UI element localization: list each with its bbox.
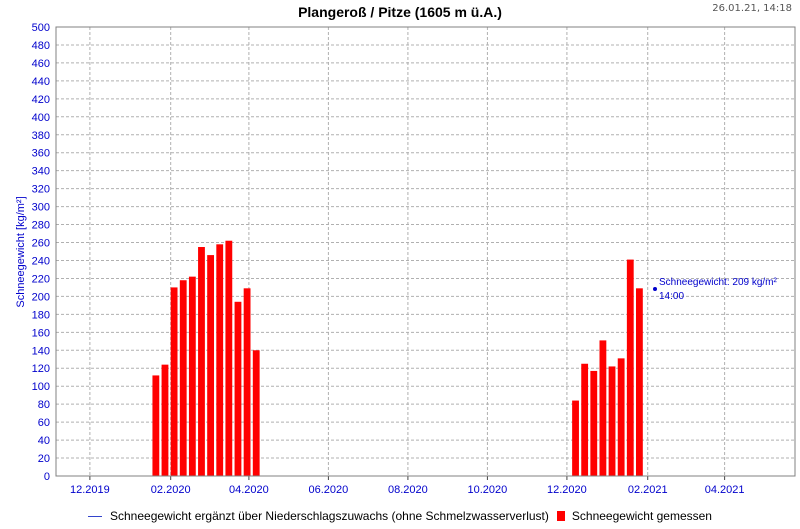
snow-weight-bar	[161, 364, 169, 476]
snow-weight-bar	[234, 301, 242, 476]
x-tick-label: 02.2021	[628, 484, 668, 496]
y-tick-label: 280	[32, 220, 50, 232]
x-tick-label: 06.2020	[309, 484, 349, 496]
y-tick-label: 360	[32, 148, 50, 160]
snow-weight-bar	[243, 288, 251, 476]
x-tick-label: 12.2020	[547, 484, 587, 496]
y-tick-label: 380	[32, 130, 50, 142]
y-tick-label: 480	[32, 40, 50, 52]
x-tick-label: 02.2020	[151, 484, 191, 496]
legend-line-label: Schneegewicht ergänzt über Niederschlags…	[110, 509, 549, 523]
snow-weight-bar	[216, 244, 224, 476]
y-tick-label: 300	[32, 202, 50, 214]
y-tick-label: 120	[32, 363, 50, 375]
bars	[152, 240, 643, 476]
y-tick-labels: 0 20 40 60 80 100 120 140 160 180 200 220 240 260 280 3…	[32, 22, 50, 483]
y-tick-label: 160	[32, 327, 50, 339]
x-tick-label: 08.2020	[388, 484, 428, 496]
snow-weight-bar	[152, 375, 160, 476]
snow-weight-bar	[617, 358, 625, 476]
y-tick-label: 200	[32, 291, 50, 303]
y-tick-label: 220	[32, 273, 50, 285]
y-axis-label: Schneegewicht [kg/m²]	[15, 196, 27, 307]
timestamp: 26.01.21, 14:18	[712, 3, 792, 14]
snow-weight-bar	[252, 350, 260, 476]
y-tick-label: 20	[38, 453, 50, 465]
legend-line-swatch	[88, 515, 102, 517]
x-tick-labels: 12.2019 02.2020 04.2020 06.2020 08.2020 10.20…	[70, 484, 744, 496]
axes	[55, 26, 796, 480]
y-tick-label: 180	[32, 309, 50, 321]
plot-frame	[55, 26, 796, 477]
legend-bar-label: Schneegewicht gemessen	[571, 509, 712, 523]
y-tick-label: 500	[32, 22, 50, 34]
legend: Schneegewicht ergänzt über Niederschlags…	[0, 509, 800, 523]
snow-weight-bar	[188, 276, 196, 476]
y-tick-label: 0	[44, 471, 50, 483]
y-tick-label: 80	[38, 399, 50, 411]
y-tick-label: 260	[32, 238, 50, 250]
snow-weight-bar	[225, 240, 233, 476]
legend-bar-swatch	[556, 511, 565, 521]
y-tick-label: 100	[32, 381, 50, 393]
snow-weight-bar	[207, 255, 215, 476]
annotation-line-1: Schneegewicht: 209 kg/m²	[659, 277, 778, 288]
y-tick-label: 400	[32, 112, 50, 124]
x-tick-label: 04.2020	[229, 484, 269, 496]
y-tick-label: 40	[38, 435, 50, 447]
snow-weight-bar	[626, 259, 634, 476]
y-tick-label: 420	[32, 94, 50, 106]
chart-title: Plangeroß / Pitze (1605 m ü.A.)	[298, 4, 502, 20]
annotation-line-2: 14:00	[659, 291, 684, 302]
y-tick-label: 340	[32, 166, 50, 178]
current-value-annotation: Schneegewicht: 209 kg/m² 14:00	[653, 277, 778, 302]
y-tick-label: 240	[32, 255, 50, 267]
current-value-marker	[653, 287, 657, 291]
y-tick-label: 60	[38, 417, 50, 429]
y-tick-label: 440	[32, 76, 50, 88]
snow-weight-bar	[581, 363, 589, 476]
snow-weight-bar	[635, 288, 643, 476]
snow-weight-bar	[608, 366, 616, 476]
snow-weight-bar	[179, 280, 187, 476]
snow-weight-bar	[198, 247, 205, 476]
x-tick-label: 12.2019	[70, 484, 110, 496]
snow-weight-bar	[170, 287, 178, 476]
y-tick-label: 140	[32, 345, 50, 357]
snow-weight-bar	[599, 340, 607, 476]
y-tick-label: 320	[32, 184, 50, 196]
y-tick-label: 460	[32, 58, 50, 70]
snow-weight-bar	[590, 370, 598, 476]
snow-weight-bar	[572, 400, 579, 476]
x-tick-label: 10.2020	[468, 484, 508, 496]
x-tick-label: 04.2021	[705, 484, 745, 496]
